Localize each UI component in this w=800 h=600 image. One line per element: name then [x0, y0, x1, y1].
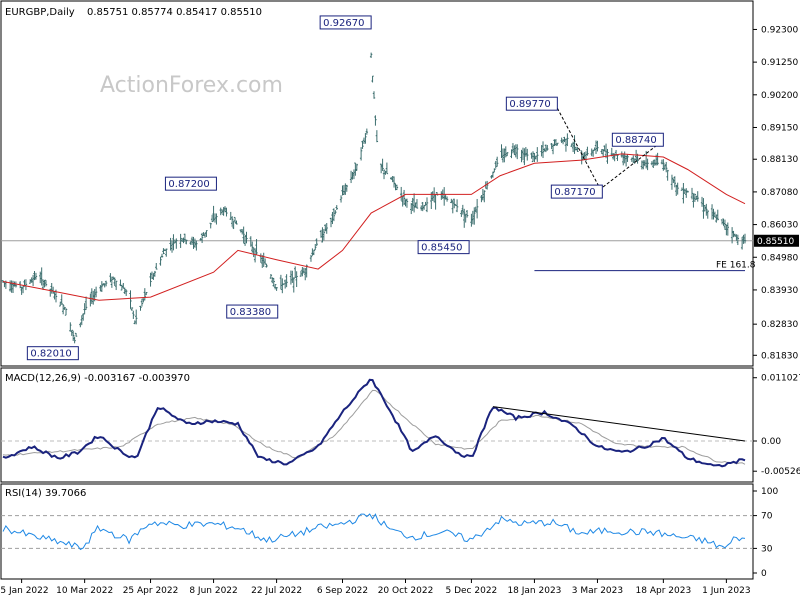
price-y-tick-label: 0.88130 — [761, 155, 798, 165]
price-y-tick-label: 0.91250 — [761, 58, 798, 68]
rsi-series-group: 100 70 30 0 — [1, 487, 778, 579]
x-axis-tick-label: 6 Sep 2022 — [317, 586, 368, 596]
macd-trendline — [492, 406, 746, 442]
x-axis-tick-label: 20 Oct 2022 — [378, 586, 434, 596]
price-pane-frame — [0, 0, 754, 367]
price-annotation-box — [611, 132, 664, 147]
rsi-y-tick-label: 0 — [761, 569, 767, 579]
x-axis-tick-label: 1 Jun 2023 — [702, 586, 750, 596]
rsi-pane-frame — [0, 483, 754, 580]
price-annotation-label: 0.83380 — [230, 307, 271, 318]
price-annotation-label: 0.89770 — [509, 99, 550, 110]
price-annotation-box — [319, 15, 372, 30]
macd-pane: MACD(12,26,9) -0.003167 -0.003970 0.0110… — [0, 367, 800, 483]
price-annotation-label: 0.92670 — [323, 18, 364, 29]
x-axis-tick-label: 18 Jan 2023 — [507, 586, 561, 596]
price-annotation-box — [417, 240, 470, 255]
macd-pane-frame — [0, 367, 754, 483]
price-annotation-label: 0.82010 — [30, 349, 71, 360]
x-axis-tick-label: 25 Apr 2022 — [123, 586, 179, 596]
price-y-tick-label: 0.86030 — [761, 221, 798, 231]
x-axis-tick-label: 3 Mar 2023 — [572, 586, 623, 596]
x-axis-tick-label: 25 Jan 2022 — [0, 586, 49, 596]
macd-signal-line — [2, 389, 746, 465]
price-y-tick-label: 0.87080 — [761, 188, 798, 198]
price-annotation-label: 0.87200 — [168, 179, 209, 190]
price-annotation-box — [26, 346, 79, 361]
price-y-tick-label: 0.83930 — [761, 286, 798, 296]
x-axis-tick-label: 22 Jul 2022 — [251, 586, 302, 596]
price-annotation-label: 0.88740 — [615, 135, 656, 146]
rsi-y-tick-label: 100 — [761, 487, 778, 497]
price-annotation-box — [505, 96, 558, 111]
macd-pane-title: MACD(12,26,9) -0.003167 -0.003970 — [5, 373, 190, 384]
x-axis-tick-label: 8 Jun 2022 — [189, 586, 237, 596]
x-axis-tick-label: 18 Apr 2023 — [636, 586, 692, 596]
rsi-line — [2, 513, 746, 551]
price-y-tick-label: 0.82830 — [761, 320, 798, 330]
price-tag: 0.85510 — [754, 234, 799, 247]
x-axis-tick-label: 5 Dec 2022 — [446, 586, 498, 596]
rsi-y-tick-label: 30 — [761, 544, 773, 554]
macd-y-tick-label: -0.005267 — [761, 467, 800, 477]
price-pane: EURGBP,Daily 0.85751 0.85774 0.85417 0.8… — [0, 0, 799, 367]
rsi-pane: RSI(14) 39.7066 100 70 30 0 — [0, 483, 778, 580]
price-y-tick-label: 0.81830 — [761, 351, 798, 361]
ohlc-readout: 0.85751 0.85774 0.85417 0.85510 — [87, 7, 262, 18]
price-series-group: 0.81830 0.82830 0.83930 0.84980 0.86030 0.870… — [1, 15, 798, 361]
macd-series-group: 0.011027 0.00 -0.005267 — [1, 374, 800, 477]
price-annotation-label: 0.85450 — [421, 243, 462, 254]
x-axis: 25 Jan 2022 10 Mar 2022 25 Apr 2022 8 Jun 2… — [0, 579, 751, 596]
price-tag-box — [754, 234, 799, 247]
moving-average-line — [2, 153, 746, 301]
fe-level-label: FE 161.8 — [716, 261, 756, 271]
price-y-tick-label: 0.84980 — [761, 253, 798, 263]
price-tag-label: 0.85510 — [757, 237, 794, 247]
watermark: ActionForex.com — [100, 73, 283, 98]
price-y-tick-label: 0.90200 — [761, 91, 798, 101]
price-annotation-box — [226, 304, 279, 319]
price-y-tick-label: 0.89150 — [761, 123, 798, 133]
rsi-y-tick-label: 70 — [761, 512, 773, 522]
macd-y-tick-label: 0.00 — [761, 437, 781, 447]
price-annotation-box — [164, 176, 217, 191]
macd-line — [2, 378, 746, 468]
price-y-tick-label: 0.92300 — [761, 25, 798, 35]
rsi-pane-title: RSI(14) 39.7066 — [5, 488, 86, 499]
price-annotation-box — [550, 184, 603, 199]
price-annotation-label: 0.87170 — [554, 187, 595, 198]
macd-y-tick-label: 0.011027 — [761, 374, 800, 384]
price-pane-title: EURGBP,Daily — [5, 7, 75, 18]
x-axis-tick-label: 10 Mar 2022 — [56, 586, 113, 596]
